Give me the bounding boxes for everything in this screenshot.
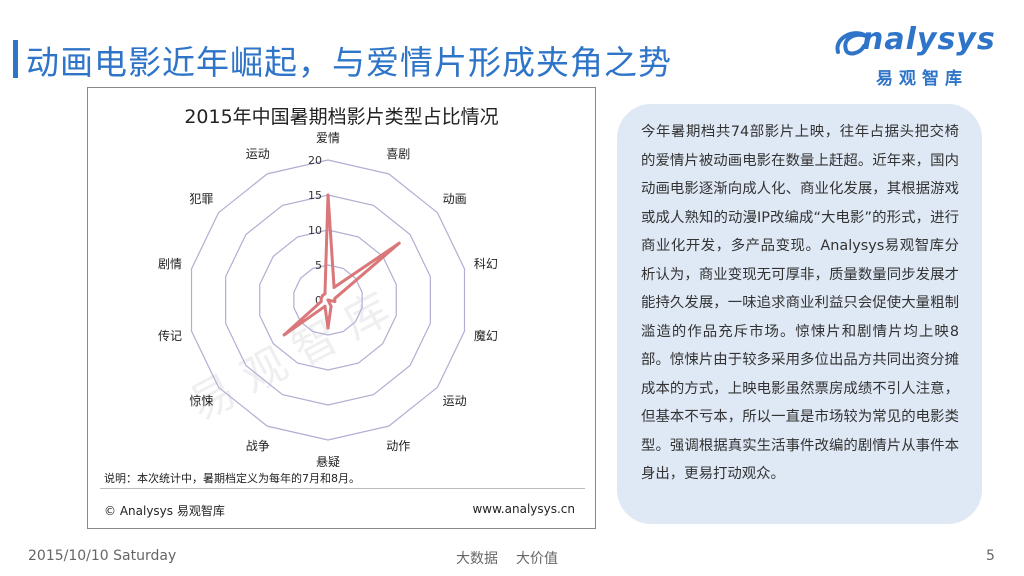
- chart-frame: 2015年中国暑期档影片类型占比情况 易观智库 0 5 10 15 20 爱情 喜剧 动画 科幻…: [87, 87, 596, 529]
- series-line: [282, 193, 401, 337]
- tick-label: 5: [315, 259, 322, 272]
- commentary-text: 今年暑期档共74部影片上映，往年占据头把交椅的爱情片被动画电影在数量上赶超。近年…: [641, 124, 959, 482]
- data-point: [333, 296, 337, 300]
- data-point: [323, 304, 327, 308]
- data-point: [323, 292, 327, 296]
- page-number: 5: [986, 548, 995, 564]
- category-label: 动画: [443, 192, 467, 206]
- category-label: 动作: [386, 439, 410, 453]
- tick-label: 10: [308, 224, 322, 237]
- tick-label: 15: [308, 189, 322, 202]
- category-label: 犯罪: [189, 192, 213, 206]
- tick-label: 0: [315, 294, 322, 307]
- category-label: 魔幻: [474, 328, 498, 343]
- category-label: 惊悚: [189, 393, 213, 408]
- logo-swoosh-icon: [835, 31, 868, 56]
- grid-ring: [259, 229, 397, 371]
- category-label: 科幻: [474, 257, 498, 271]
- category-label: 运动: [443, 394, 467, 408]
- footer-slogan: 大数据 大价值: [456, 548, 576, 568]
- category-label: 运动: [246, 147, 270, 161]
- data-point: [326, 193, 330, 197]
- footer-slogan-big-data: 大数据: [456, 551, 498, 567]
- commentary-panel: 今年暑期档共74部影片上映，往年占据头把交椅的爱情片被动画电影在数量上赶超。近年…: [617, 104, 982, 524]
- data-point: [333, 300, 337, 304]
- grid-ring: [190, 159, 466, 441]
- grid-ring: [293, 264, 363, 336]
- data-point: [397, 241, 401, 245]
- category-label: 传记: [158, 328, 182, 343]
- category-label: 爱情: [316, 131, 340, 145]
- chart-divider: [100, 488, 585, 489]
- logo-cn: 易观智库: [876, 69, 968, 89]
- data-point: [321, 294, 325, 298]
- category-label: 悬疑: [316, 454, 340, 468]
- data-point: [319, 296, 323, 300]
- page-title: 动画电影近年崛起，与爱情片形成夹角之势: [26, 43, 672, 82]
- title-accent-bar: [13, 40, 18, 78]
- chart-note: 说明：本次统计中，暑期档定义为每年的7月和8月。: [104, 472, 360, 485]
- tick-label: 20: [308, 154, 322, 167]
- chart-copyright: © Analysys 易观智库: [104, 504, 225, 518]
- logo-word: nalysys: [862, 22, 996, 57]
- category-label: 战争: [246, 439, 270, 453]
- data-point: [326, 326, 330, 330]
- footer-date: 2015/10/10 Saturday: [28, 548, 177, 564]
- footer-slogan-big-value: 大价值: [516, 551, 558, 567]
- data-point: [329, 304, 333, 308]
- data-point: [326, 298, 330, 302]
- category-label: 剧情: [158, 257, 182, 271]
- data-point: [332, 285, 336, 289]
- category-label: 喜剧: [386, 147, 410, 161]
- grid-ring: [225, 194, 431, 406]
- data-point: [319, 300, 323, 304]
- chart-website: www.analysys.cn: [472, 502, 575, 516]
- data-point: [282, 333, 286, 337]
- analysys-logo: nalysys 易观智库: [832, 22, 1002, 92]
- chart-title: 2015年中国暑期档影片类型占比情况: [184, 106, 499, 128]
